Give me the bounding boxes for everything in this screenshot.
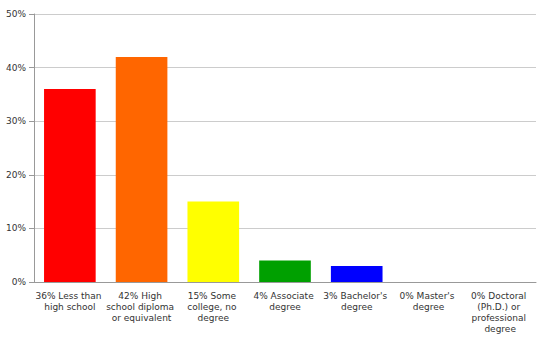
svg-text:school diploma: school diploma [106,302,177,312]
svg-text:30%: 30% [6,116,26,126]
svg-text:15% Some: 15% Some [188,291,239,301]
svg-text:degree: degree [269,302,301,312]
svg-text:50%: 50% [6,9,26,19]
svg-text:or equivalent: or equivalent [112,313,172,323]
svg-text:0% Doctoral: 0% Doctoral [471,291,529,301]
svg-text:36% Less than: 36% Less than [35,291,104,301]
svg-text:4% Associate: 4% Associate [253,291,316,301]
svg-text:40%: 40% [6,63,26,73]
svg-text:degree: degree [341,302,373,312]
svg-text:0% Master's: 0% Master's [399,291,457,301]
svg-text:degree: degree [198,313,230,323]
svg-text:college, no: college, no [187,302,239,312]
svg-text:3% Bachelor's: 3% Bachelor's [323,291,390,301]
svg-text:10%: 10% [6,223,26,233]
svg-text:42% High: 42% High [118,291,164,301]
svg-text:0%: 0% [12,277,27,287]
svg-text:(Ph.D.) or: (Ph.D.) or [477,302,523,312]
svg-text:degree: degree [413,302,445,312]
svg-text:professional: professional [471,313,528,323]
svg-text:high school: high school [44,302,95,312]
svg-text:20%: 20% [6,170,26,180]
svg-text:degree: degree [484,324,516,334]
